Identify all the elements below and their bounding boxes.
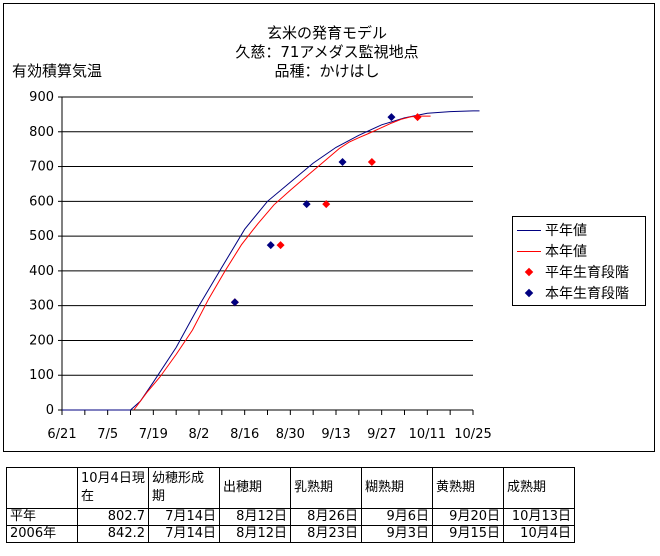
y-tick-label: 400 bbox=[29, 264, 54, 279]
table-header-cell: 黄熟期 bbox=[432, 467, 504, 509]
stage-marker bbox=[266, 241, 275, 250]
table-row-label: 平年 bbox=[6, 508, 78, 526]
table-row-label: 2006年 bbox=[6, 525, 78, 543]
x-tick-label: 10/11 bbox=[409, 427, 446, 442]
x-tick-label: 8/2 bbox=[189, 427, 210, 442]
table-header-cell: 成熟期 bbox=[503, 467, 575, 509]
growth-stage-table: 10月4日現在 幼穂形成期 出穂期 乳熟期 糊熟期 黄熟期 成熟期 平年 802… bbox=[6, 467, 575, 543]
x-tick-label: 8/16 bbox=[230, 427, 259, 442]
table-cell: 7月14日 bbox=[148, 525, 220, 543]
y-tick-label: 100 bbox=[29, 368, 54, 383]
table-header-cell: 糊熟期 bbox=[361, 467, 433, 509]
x-tick-label: 9/27 bbox=[367, 427, 396, 442]
table-cell: 9月6日 bbox=[361, 508, 433, 526]
y-tick-label: 200 bbox=[29, 333, 54, 348]
stage-marker bbox=[338, 158, 347, 167]
y-tick-label: 600 bbox=[29, 194, 54, 209]
table-header-row: 10月4日現在 幼穂形成期 出穂期 乳熟期 糊熟期 黄熟期 成熟期 bbox=[6, 467, 575, 509]
table-cell: 842.2 bbox=[77, 525, 149, 543]
x-tick-label: 8/30 bbox=[276, 427, 305, 442]
stage-marker bbox=[387, 113, 396, 122]
y-axis-label: 有効積算気温 bbox=[12, 62, 102, 80]
y-tick-label: 800 bbox=[29, 125, 54, 140]
table-cell: 8月23日 bbox=[290, 525, 362, 543]
table-header-cell bbox=[6, 467, 78, 509]
chart-title-line-1: 玄米の発育モデル bbox=[267, 24, 387, 42]
table-header-cell: 乳熟期 bbox=[290, 467, 362, 509]
y-tick-label: 300 bbox=[29, 299, 54, 314]
table-cell: 8月26日 bbox=[290, 508, 362, 526]
x-tick-label: 7/5 bbox=[97, 427, 118, 442]
chart-plot: 玄米の発育モデル 久慈：71アメダス監視地点 品種：かけはし 有効積算気温 0 1… bbox=[12, 24, 492, 442]
y-tick-label: 0 bbox=[46, 403, 54, 418]
series-line bbox=[133, 115, 431, 411]
table-cell: 10月13日 bbox=[503, 508, 575, 526]
stage-marker bbox=[413, 113, 422, 122]
legend-label: 本年値 bbox=[545, 244, 587, 260]
y-tick-label: 700 bbox=[29, 160, 54, 175]
table-header-cell: 10月4日現在 bbox=[77, 467, 149, 509]
legend-entry-normal-stage: 平年生育段階 bbox=[517, 262, 629, 282]
legend-label: 平年生育段階 bbox=[545, 265, 629, 281]
x-tick-label: 7/19 bbox=[139, 427, 168, 442]
table-cell: 9月15日 bbox=[432, 525, 504, 543]
x-tick-label: 6/21 bbox=[47, 427, 76, 442]
table-cell: 802.7 bbox=[77, 508, 149, 526]
table-cell: 9月3日 bbox=[361, 525, 433, 543]
legend-diamond-swatch bbox=[517, 267, 541, 277]
legend-entry-current-line: 本年値 bbox=[517, 241, 587, 261]
stage-marker bbox=[230, 298, 239, 307]
legend-diamond-swatch bbox=[517, 288, 541, 298]
x-tick-label: 10/25 bbox=[454, 427, 491, 442]
y-tick-label: 500 bbox=[29, 229, 54, 244]
table-cell: 9月20日 bbox=[432, 508, 504, 526]
chart-title-line-2: 久慈：71アメダス監視地点 bbox=[235, 43, 418, 61]
table-cell: 10月4日 bbox=[503, 525, 575, 543]
stage-marker bbox=[322, 200, 331, 209]
table-row: 2006年 842.2 7月14日 8月12日 8月23日 9月3日 9月15日… bbox=[6, 525, 575, 543]
stage-marker bbox=[367, 158, 376, 167]
stage-marker bbox=[276, 241, 285, 250]
chart-title-line-3: 品種：かけはし bbox=[274, 62, 379, 80]
table-cell: 8月12日 bbox=[219, 508, 291, 526]
legend-entry-current-stage: 本年生育段階 bbox=[517, 283, 629, 303]
legend-entry-normal-line: 平年値 bbox=[517, 220, 587, 240]
legend-label: 平年値 bbox=[545, 223, 587, 239]
stage-marker bbox=[302, 200, 311, 209]
table-header-cell: 出穂期 bbox=[219, 467, 291, 509]
chart-legend: 平年値 本年値 平年生育段階 本年生育段階 bbox=[512, 216, 646, 306]
legend-label: 本年生育段階 bbox=[545, 286, 629, 302]
x-tick-label: 9/13 bbox=[321, 427, 350, 442]
series-line bbox=[62, 110, 480, 411]
legend-line-swatch bbox=[517, 229, 541, 231]
table-cell: 7月14日 bbox=[148, 508, 220, 526]
table-header-cell: 幼穂形成期 bbox=[148, 467, 220, 509]
table-cell: 8月12日 bbox=[219, 525, 291, 543]
chart-area: 玄米の発育モデル 久慈：71アメダス監視地点 品種：かけはし 有効積算気温 0 1… bbox=[3, 3, 655, 452]
legend-line-swatch bbox=[517, 250, 541, 252]
table-row: 平年 802.7 7月14日 8月12日 8月26日 9月6日 9月20日 10… bbox=[6, 508, 575, 526]
y-tick-label: 900 bbox=[29, 90, 54, 105]
